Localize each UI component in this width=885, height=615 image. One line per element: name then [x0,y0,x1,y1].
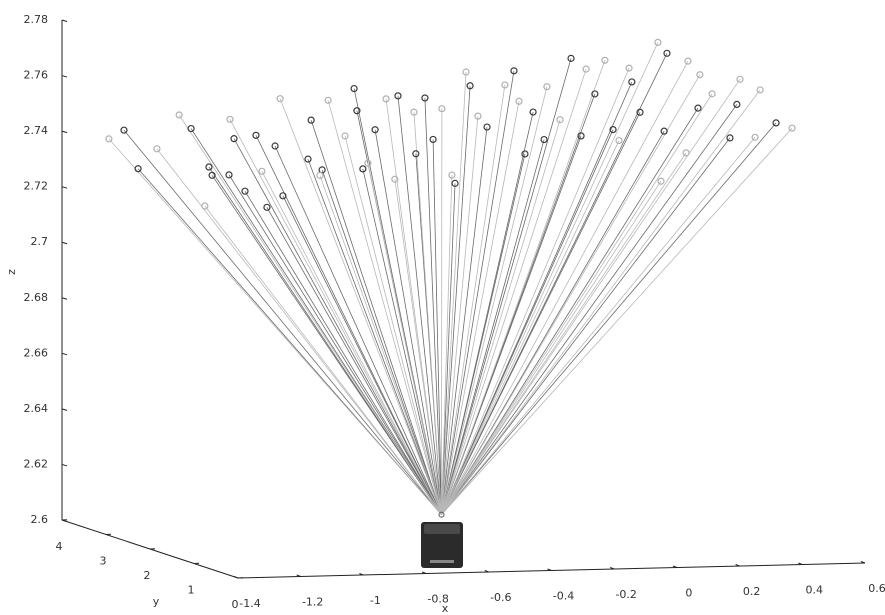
y-tick-label: 2 [144,569,151,582]
x-tick-label: -0.4 [553,590,574,603]
z-tick [62,76,67,78]
z-tick-label: 2.72 [24,180,49,193]
ray [234,139,441,515]
z-tick [62,409,67,411]
x-tick-label: -0.6 [490,591,511,604]
ray [328,100,441,514]
z-tick [62,464,67,466]
x-tick-label: 0.4 [806,584,824,597]
ray [157,149,442,515]
z-tick [62,20,67,22]
ray [442,75,700,515]
x-axis-label: x [442,602,449,615]
z-axis-label: z [5,269,18,275]
y-tick-label: 3 [100,555,107,568]
ray [229,175,441,515]
z-tick [62,353,67,355]
ray [442,58,572,514]
x-tick-label: 0 [685,587,692,600]
ray [109,139,442,515]
z-tick-label: 2.6 [31,513,49,526]
y-tick-label: 4 [56,540,63,553]
ray [442,42,658,514]
ray [442,90,761,515]
ray [442,69,587,515]
ray [442,94,713,515]
x-tick-label: -0.2 [615,588,636,601]
z-tick [62,131,67,133]
y-tick-label: 0 [232,598,239,611]
ray [230,119,442,514]
z-tick-label: 2.68 [24,291,49,304]
z-tick-label: 2.74 [24,124,49,137]
ray [308,159,441,515]
ray [442,175,452,515]
x-tick [234,577,238,579]
ray [442,60,605,514]
z-tick-label: 2.76 [24,69,49,82]
ray [442,141,619,515]
rays [106,39,795,517]
ray [442,104,737,514]
ray [442,79,741,514]
axes: -1.4-1.2-1-0.8-0.6-0.4-0.200.20.40.60123… [24,13,885,611]
x-tick-label: -1.4 [239,597,260,610]
x-tick-label: -1 [370,594,381,607]
ray [124,130,442,515]
z-tick-label: 2.78 [24,13,49,26]
z-tick [62,242,67,244]
ray [179,115,441,515]
ray [345,136,442,515]
z-tick-label: 2.62 [24,457,49,470]
z-tick [62,298,67,300]
chart: -1.4-1.2-1-0.8-0.6-0.4-0.200.20.40.60123… [0,0,885,615]
ray [442,82,632,515]
ray [311,120,441,515]
y-tick-label: 1 [188,584,195,597]
y-axis-label: y [153,595,160,608]
sensor-label [430,560,454,563]
sensor-box [421,522,463,568]
ray [283,196,442,515]
z-tick [62,187,67,189]
sensor-top [424,524,460,534]
ray [256,135,442,514]
z-tick-label: 2.64 [24,402,49,415]
x-tick-label: 0.2 [743,585,761,598]
ray [262,171,442,514]
z-tick-label: 2.66 [24,346,49,359]
ray [442,123,777,515]
x-tick-label: -1.2 [302,596,323,609]
ray [442,153,687,515]
x-tick-label: 0.6 [868,582,885,595]
z-tick-label: 2.7 [31,235,49,248]
